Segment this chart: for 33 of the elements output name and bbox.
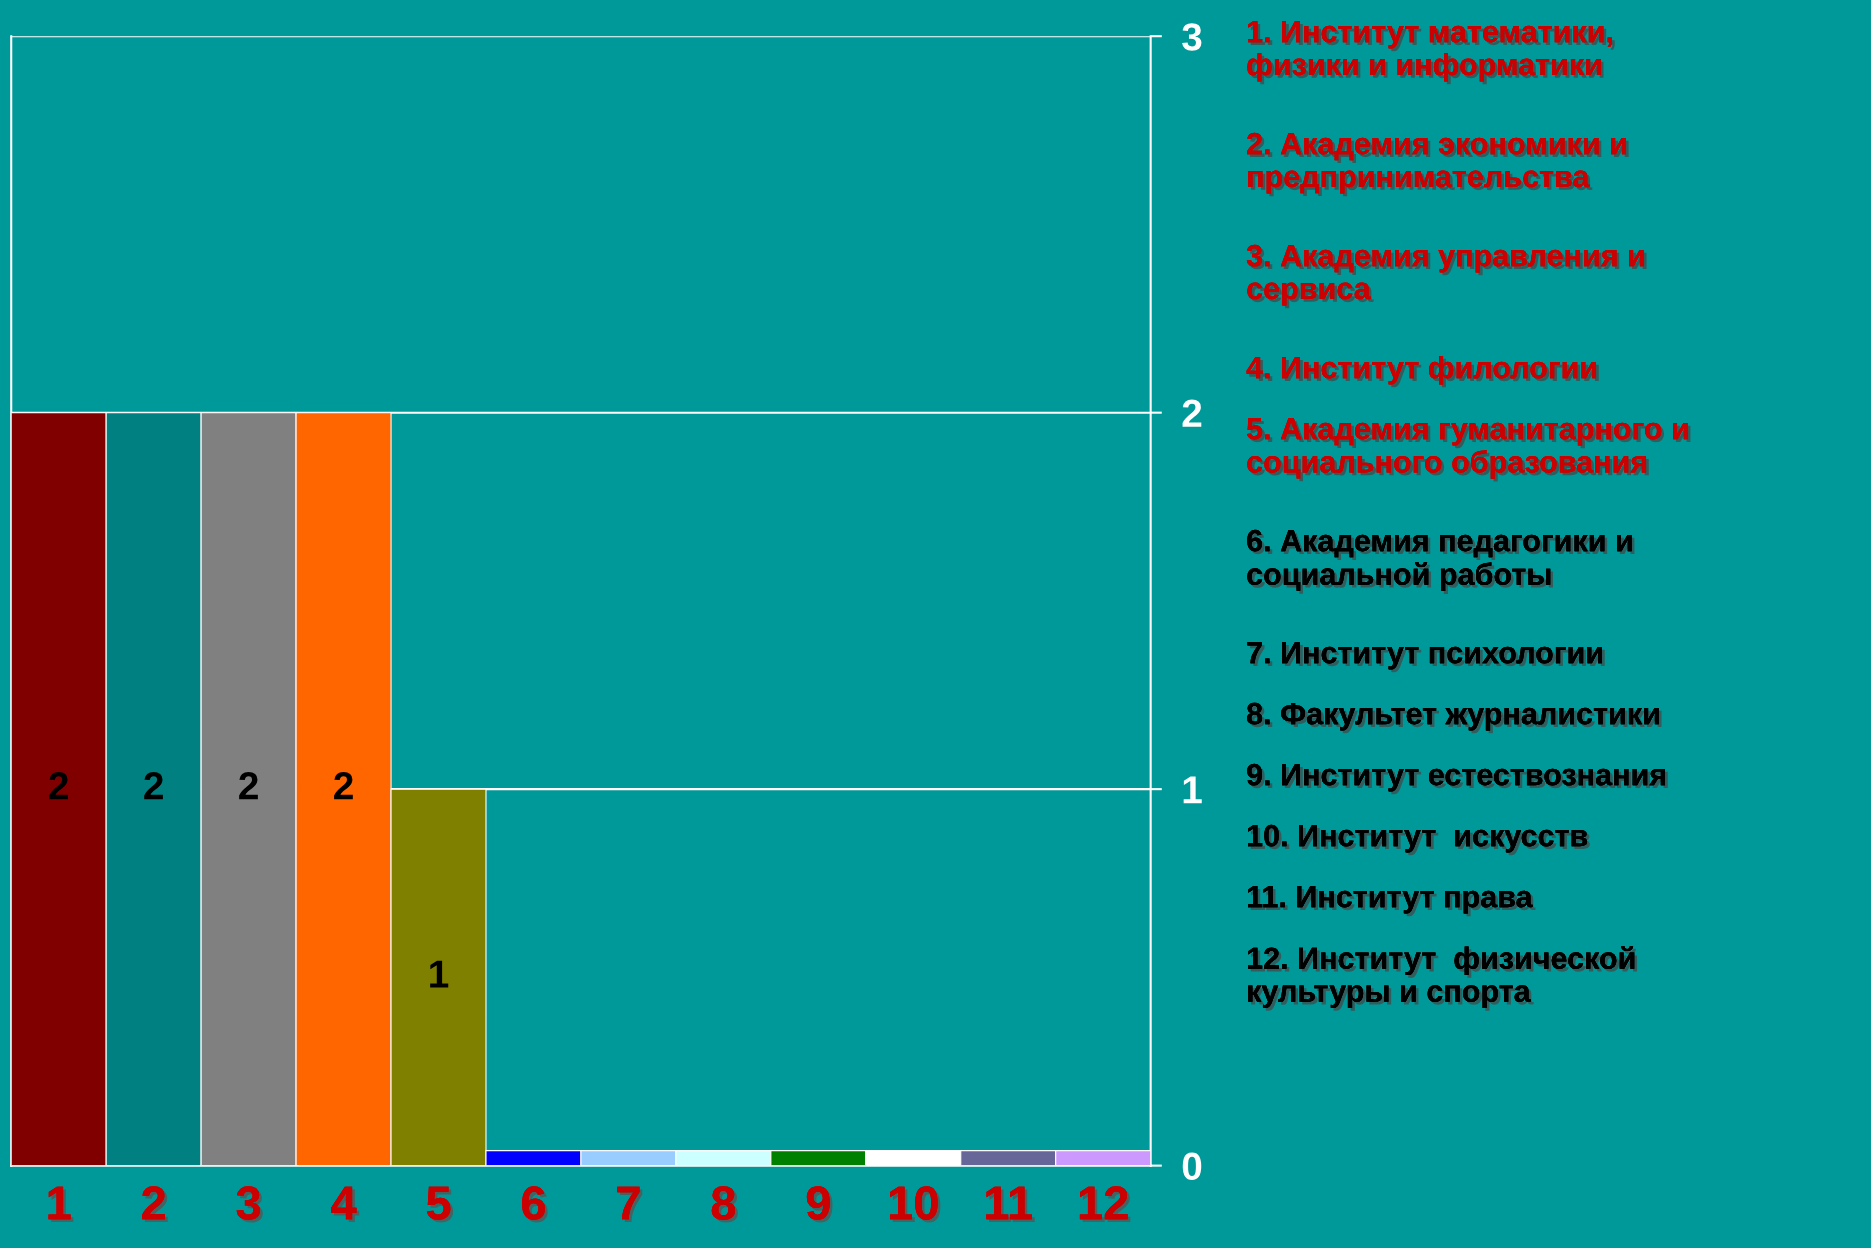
x-tick-label: 9 — [806, 1186, 833, 1223]
text: 11. Институт права — [1248, 886, 1536, 917]
y-tick-label: 1 — [1183, 776, 1202, 804]
text: 8. Факультет журналистики — [1247, 702, 1662, 734]
data-label: 1 — [430, 960, 449, 988]
y-tick-label: 0 — [1182, 1152, 1202, 1181]
x-tick-label: 5 — [426, 1186, 454, 1223]
x-tick-label: 11 — [986, 1186, 1035, 1223]
x-tick-label: 3 — [236, 1186, 263, 1223]
text: 10. Институт искусств — [1248, 824, 1590, 856]
x-tick-label: 6 — [522, 1186, 548, 1223]
data-label: 2 — [144, 772, 163, 800]
data-label: 2 — [239, 772, 258, 800]
x-tick-label: 4 — [331, 1186, 360, 1223]
x-tick-label: 8 — [711, 1186, 738, 1223]
data-label: 2 — [49, 772, 68, 800]
text: 3. Академия управления и сервиса — [1246, 244, 1647, 309]
text: 6. Академия педагогики и социальной работы — [1247, 529, 1635, 594]
text: 7. Институт психологии — [1247, 642, 1605, 673]
text: 9. Институт естествознания — [1247, 763, 1668, 795]
text: 12. Институт физической культуры и спорта — [1248, 946, 1638, 1011]
y-tick-label: 2 — [1182, 399, 1202, 427]
text: 5. Академия гуманитарного и социального образования — [1247, 418, 1691, 482]
text: 4. Институт филологии — [1246, 356, 1599, 388]
data-label: 2 — [334, 772, 353, 800]
x-tick-label: 7 — [617, 1186, 643, 1223]
x-tick-label: 10 — [890, 1186, 941, 1223]
x-tick-label: 12 — [1079, 1186, 1131, 1223]
text: 1. Институт математики, физики и информатики — [1247, 21, 1615, 85]
y-tick-label: 3 — [1182, 23, 1202, 51]
x-tick-label: 1 — [48, 1186, 74, 1223]
text: 2. Академия экономики и предпринимательства — [1247, 132, 1629, 197]
x-tick-label: 2 — [142, 1186, 168, 1223]
